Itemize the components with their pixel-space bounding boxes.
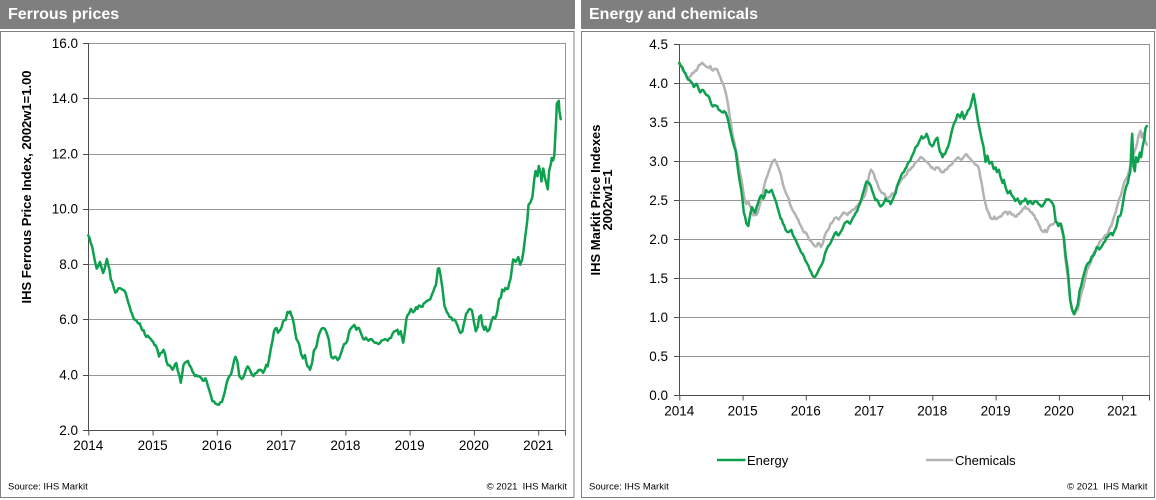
- svg-text:1.5: 1.5: [649, 271, 668, 286]
- svg-text:2018: 2018: [917, 404, 947, 419]
- svg-text:6.0: 6.0: [59, 312, 78, 327]
- svg-text:3.0: 3.0: [649, 154, 668, 169]
- svg-text:4.5: 4.5: [649, 37, 668, 52]
- svg-text:2.0: 2.0: [649, 232, 668, 247]
- svg-text:2014: 2014: [73, 438, 104, 453]
- svg-text:10.0: 10.0: [52, 202, 78, 217]
- svg-text:3.5: 3.5: [649, 115, 668, 130]
- svg-text:Source: IHS Markit: Source: IHS Markit: [8, 482, 88, 493]
- svg-text:Chemicals: Chemicals: [955, 453, 1016, 468]
- svg-text:8.0: 8.0: [59, 257, 78, 272]
- svg-text:2017: 2017: [266, 438, 296, 453]
- svg-text:2016: 2016: [791, 404, 821, 419]
- svg-text:0.0: 0.0: [649, 388, 668, 403]
- svg-text:2015: 2015: [138, 438, 168, 453]
- svg-text:2017: 2017: [854, 404, 884, 419]
- svg-text:2.5: 2.5: [649, 193, 668, 208]
- svg-text:16.0: 16.0: [52, 36, 78, 51]
- svg-text:© 2021 IHS Markit: © 2021 IHS Markit: [1067, 482, 1148, 493]
- svg-text:2014: 2014: [664, 404, 695, 419]
- svg-text:14.0: 14.0: [52, 91, 78, 106]
- svg-text:2018: 2018: [330, 438, 360, 453]
- svg-text:2015: 2015: [728, 404, 758, 419]
- svg-text:2021: 2021: [1107, 404, 1137, 419]
- svg-text:2002w1=1: 2002w1=1: [600, 169, 615, 230]
- svg-text:4.0: 4.0: [59, 368, 78, 383]
- svg-text:4.0: 4.0: [649, 76, 668, 91]
- svg-text:12.0: 12.0: [52, 146, 78, 161]
- svg-text:2019: 2019: [981, 404, 1011, 419]
- svg-text:IHS Markit Price Indexes: IHS Markit Price Indexes: [588, 124, 603, 275]
- svg-text:2016: 2016: [202, 438, 232, 453]
- svg-text:© 2021 IHS Markit: © 2021 IHS Markit: [487, 482, 568, 493]
- svg-text:IHS Ferrous Price Index, 2002w: IHS Ferrous Price Index, 2002w1=1.00: [19, 70, 34, 303]
- svg-text:Energy: Energy: [747, 453, 789, 468]
- svg-text:0.5: 0.5: [649, 349, 668, 364]
- svg-text:Source: IHS Markit: Source: IHS Markit: [589, 482, 669, 493]
- svg-text:2021: 2021: [523, 438, 553, 453]
- svg-text:2020: 2020: [459, 438, 489, 453]
- svg-text:2020: 2020: [1044, 404, 1074, 419]
- svg-text:2.0: 2.0: [59, 423, 78, 438]
- svg-text:1.0: 1.0: [649, 310, 668, 325]
- svg-text:2019: 2019: [395, 438, 425, 453]
